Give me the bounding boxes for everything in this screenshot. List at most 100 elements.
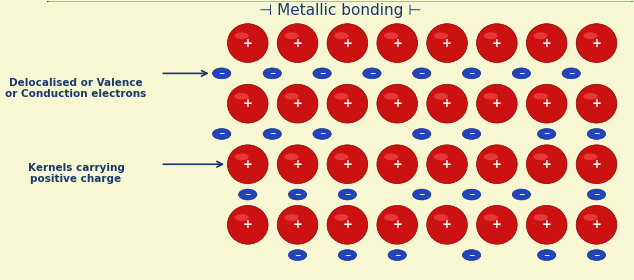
Text: +: + [342, 158, 353, 171]
Ellipse shape [285, 214, 299, 221]
Text: +: + [392, 97, 402, 110]
Ellipse shape [313, 129, 332, 139]
Text: Delocalised or Valence
or Conduction electrons: Delocalised or Valence or Conduction ele… [6, 78, 146, 99]
Text: +: + [492, 218, 501, 231]
Ellipse shape [277, 206, 318, 244]
Ellipse shape [576, 84, 617, 123]
Text: −: − [294, 251, 301, 260]
Ellipse shape [338, 250, 356, 260]
Ellipse shape [277, 84, 318, 123]
Text: −: − [219, 69, 225, 78]
Ellipse shape [235, 153, 249, 160]
Text: Kernels carrying
positive charge: Kernels carrying positive charge [28, 162, 124, 184]
Text: −: − [344, 190, 351, 199]
Ellipse shape [327, 24, 368, 62]
Text: +: + [392, 158, 402, 171]
Ellipse shape [327, 206, 368, 244]
Ellipse shape [427, 206, 467, 244]
Text: +: + [342, 97, 353, 110]
Ellipse shape [313, 68, 332, 79]
Ellipse shape [462, 250, 481, 260]
Text: −: − [543, 251, 550, 260]
Text: +: + [492, 158, 501, 171]
Ellipse shape [363, 68, 381, 79]
Ellipse shape [327, 84, 368, 123]
Text: −: − [319, 129, 325, 138]
Text: −: − [543, 129, 550, 138]
Ellipse shape [212, 129, 231, 139]
Text: +: + [541, 37, 552, 50]
Text: −: − [469, 129, 475, 138]
Text: +: + [442, 97, 452, 110]
Text: −: − [593, 251, 600, 260]
Ellipse shape [288, 250, 307, 260]
Ellipse shape [334, 32, 349, 39]
Ellipse shape [263, 129, 281, 139]
Ellipse shape [484, 32, 498, 39]
Ellipse shape [377, 145, 418, 184]
Ellipse shape [434, 32, 448, 39]
Ellipse shape [462, 189, 481, 200]
Text: +: + [243, 218, 253, 231]
Ellipse shape [583, 214, 597, 221]
Ellipse shape [526, 206, 567, 244]
FancyBboxPatch shape [44, 0, 634, 280]
Ellipse shape [228, 24, 268, 62]
Ellipse shape [477, 24, 517, 62]
Ellipse shape [238, 189, 257, 200]
Text: −: − [269, 69, 275, 78]
Text: −: − [418, 129, 425, 138]
Text: −: − [593, 190, 600, 199]
Text: −: − [518, 190, 524, 199]
Ellipse shape [583, 93, 597, 100]
Ellipse shape [338, 189, 356, 200]
Ellipse shape [533, 153, 548, 160]
Text: +: + [442, 37, 452, 50]
Text: −: − [418, 190, 425, 199]
Text: −: − [294, 190, 301, 199]
Ellipse shape [263, 68, 281, 79]
Ellipse shape [235, 93, 249, 100]
Ellipse shape [285, 153, 299, 160]
Text: −: − [269, 129, 275, 138]
Ellipse shape [413, 68, 431, 79]
Ellipse shape [587, 250, 605, 260]
Ellipse shape [512, 68, 531, 79]
Ellipse shape [434, 153, 448, 160]
Text: +: + [541, 218, 552, 231]
Ellipse shape [228, 206, 268, 244]
Ellipse shape [538, 250, 556, 260]
Ellipse shape [288, 189, 307, 200]
Ellipse shape [533, 214, 548, 221]
Text: +: + [592, 218, 602, 231]
Ellipse shape [512, 189, 531, 200]
Ellipse shape [427, 145, 467, 184]
Ellipse shape [334, 93, 349, 100]
Text: −: − [219, 129, 225, 138]
Ellipse shape [477, 206, 517, 244]
Ellipse shape [526, 84, 567, 123]
Ellipse shape [538, 129, 556, 139]
Ellipse shape [334, 214, 349, 221]
Ellipse shape [235, 214, 249, 221]
Text: +: + [392, 218, 402, 231]
Ellipse shape [587, 189, 605, 200]
Ellipse shape [576, 145, 617, 184]
Text: −: − [369, 69, 375, 78]
Ellipse shape [277, 24, 318, 62]
Text: +: + [293, 97, 302, 110]
Ellipse shape [384, 93, 398, 100]
Ellipse shape [587, 129, 605, 139]
Ellipse shape [327, 145, 368, 184]
Ellipse shape [434, 93, 448, 100]
Text: +: + [243, 97, 253, 110]
Ellipse shape [228, 84, 268, 123]
Ellipse shape [484, 214, 498, 221]
Text: +: + [442, 158, 452, 171]
Text: +: + [342, 37, 353, 50]
Text: −: − [469, 190, 475, 199]
Text: +: + [293, 218, 302, 231]
Text: −: − [469, 69, 475, 78]
Text: +: + [243, 37, 253, 50]
Text: +: + [243, 158, 253, 171]
